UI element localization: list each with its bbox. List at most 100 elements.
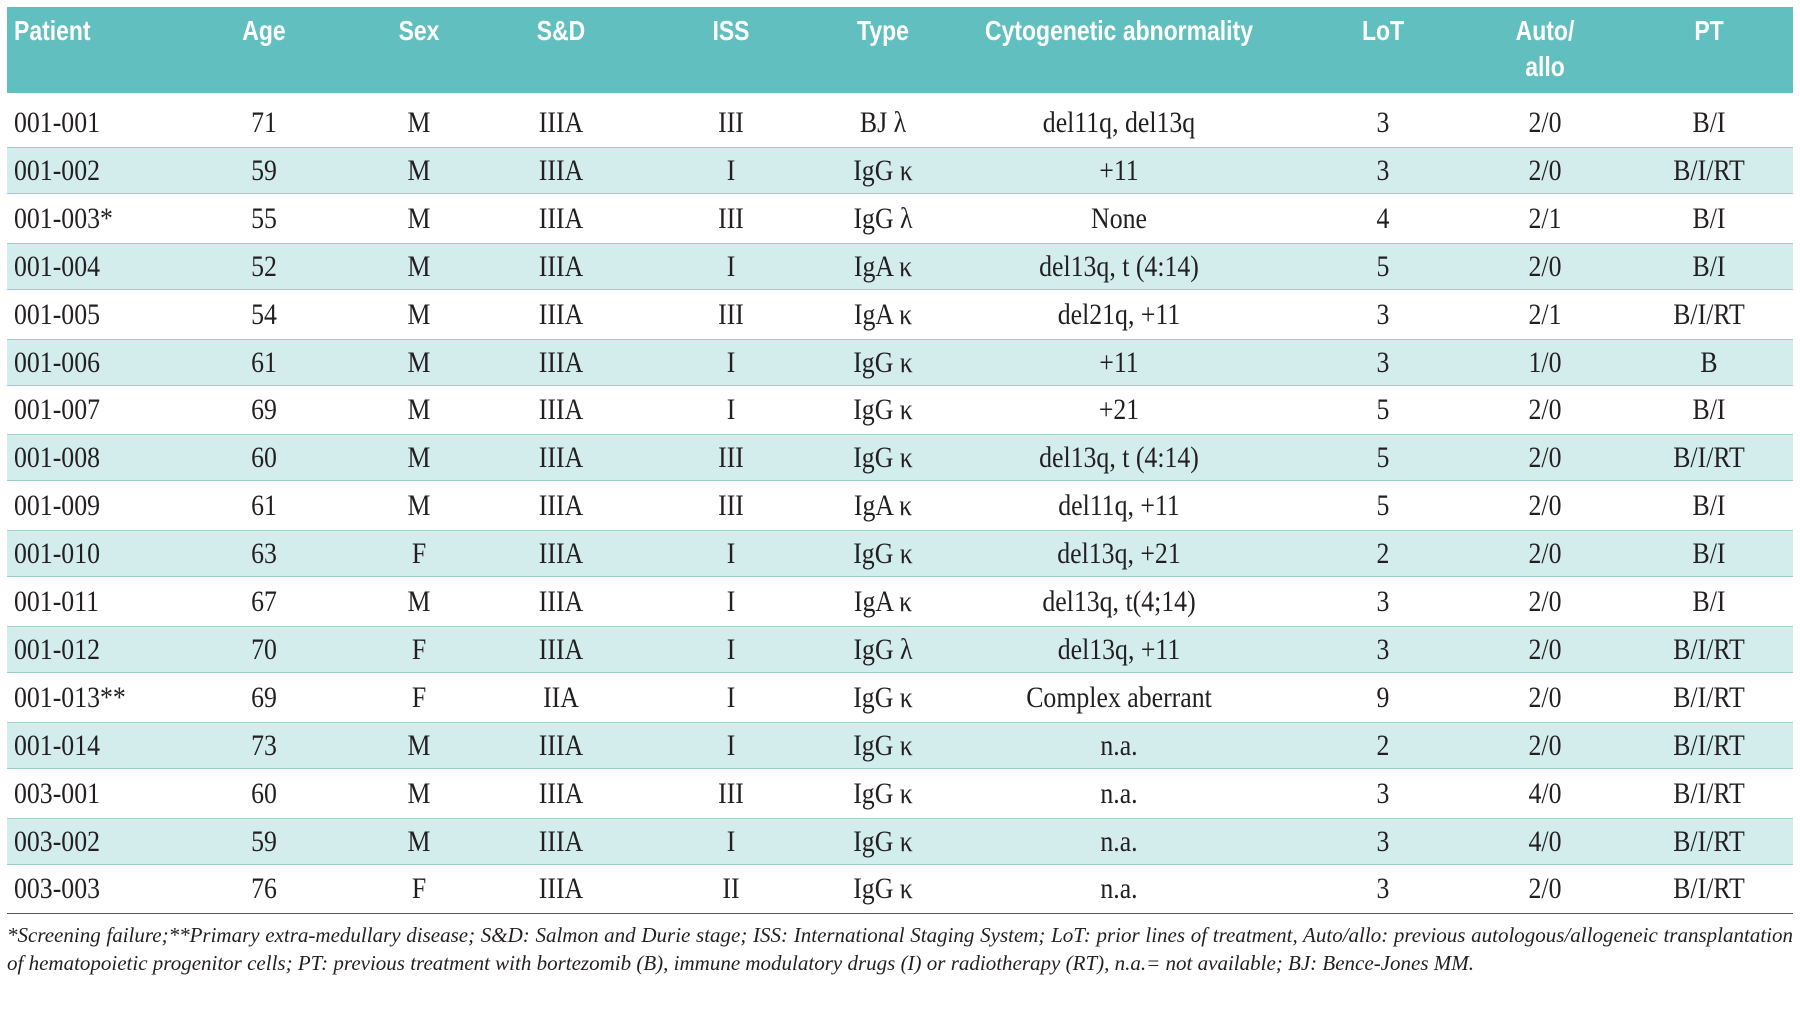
- table-cell: 4/0: [1528, 824, 1562, 858]
- table-cell: 3: [1376, 824, 1390, 858]
- table-cell: IIIA: [538, 201, 584, 235]
- table-row: 001-013** 69 F IIA I IgG κ Complex aberrant 9 2/…: [7, 674, 1793, 721]
- table-cell: 001-014: [14, 728, 100, 762]
- table-cell: 2/0: [1528, 537, 1562, 571]
- table-cell: del11q, del13q: [1042, 106, 1196, 139]
- table-cell: 71: [251, 106, 277, 139]
- table-cell: B/I/RT: [1673, 632, 1745, 666]
- table-cell: IIIA: [538, 441, 584, 475]
- table-cell: 5: [1376, 489, 1390, 523]
- table-row: 001-001 71 M IIIA III BJ λ del11q, del13q 3 2/0 B…: [7, 99, 1793, 146]
- table-cell: 69: [251, 680, 277, 714]
- table-cell: IgA κ: [853, 249, 913, 283]
- table-row: 001-004 52 M IIIA I IgA κ del13q, t (4:14) 5 2/0…: [7, 242, 1793, 290]
- table-cell: 59: [251, 824, 277, 858]
- table-cell: 001-010: [14, 537, 100, 571]
- table-row: 001-002 59 M IIIA I IgG κ +11 3 2/0 B/I/RT: [7, 146, 1793, 194]
- table-cell: IgG κ: [853, 537, 913, 571]
- header-cell: Cytogenetic abnormality: [985, 15, 1253, 46]
- table-cell: 001-003*: [14, 201, 113, 235]
- table-row: 001-006 61 M IIIA I IgG κ +11 3 1/0 B: [7, 338, 1793, 386]
- table-cell: B/I/RT: [1673, 297, 1745, 331]
- table-row: 001-008 60 M IIIA III IgG κ del13q, t (4:14) 5 2…: [7, 434, 1793, 482]
- table-cell: 9: [1376, 680, 1390, 714]
- table-cell: M: [407, 106, 431, 139]
- table-cell: IgG κ: [853, 872, 913, 906]
- table-cell: M: [407, 728, 431, 762]
- table-cell: 001-001: [14, 106, 100, 139]
- table-cell: 55: [251, 201, 277, 235]
- table-cell: I: [726, 153, 736, 187]
- table-cell: B/I: [1692, 537, 1726, 571]
- table-cell: n.a.: [1100, 824, 1138, 858]
- table-cell: M: [407, 585, 431, 618]
- table-cell: I: [726, 728, 736, 762]
- table-cell: 001-005: [14, 297, 100, 331]
- table-cell: B/I/RT: [1673, 680, 1745, 714]
- table-cell: I: [726, 537, 736, 571]
- header-cell: Age: [242, 15, 286, 46]
- table-cell: n.a.: [1100, 872, 1138, 906]
- table-cell: 60: [251, 441, 277, 475]
- table-cell: IIA: [543, 680, 579, 714]
- table-cell: IgA κ: [853, 585, 913, 618]
- header-cell: Auto/ allo: [1515, 15, 1575, 82]
- table-cell: III: [718, 297, 744, 331]
- table-cell: 61: [251, 345, 277, 379]
- table-cell: B/I: [1692, 106, 1726, 139]
- table-cell: B/I/RT: [1673, 824, 1745, 858]
- table-cell: del13q, t (4:14): [1039, 249, 1199, 283]
- table-cell: 2: [1376, 728, 1390, 762]
- table-cell: del11q, +11: [1058, 489, 1180, 523]
- table-cell: 3: [1376, 776, 1390, 810]
- table-cell: 2/0: [1528, 106, 1562, 139]
- table-cell: IIIA: [538, 153, 584, 187]
- table-cell: I: [726, 824, 736, 858]
- table-cell: IgG κ: [853, 680, 913, 714]
- table-cell: 73: [251, 728, 277, 762]
- table-cell: IgG λ: [853, 632, 913, 666]
- table-cell: M: [407, 297, 431, 331]
- table-cell: IIIA: [538, 824, 584, 858]
- header-cell: LoT: [1361, 15, 1405, 46]
- table-cell: F: [411, 537, 427, 571]
- table-cell: +11: [1099, 345, 1139, 379]
- table-cell: 70: [251, 632, 277, 666]
- table-cell: M: [407, 489, 431, 523]
- table-cell: 4/0: [1528, 776, 1562, 810]
- table-row: 001-010 63 F IIIA I IgG κ del13q, +21 2 2/0 B/I: [7, 530, 1793, 578]
- table-cell: 76: [251, 872, 277, 906]
- table-cell: IIIA: [538, 632, 584, 666]
- table-cell: 003-002: [14, 824, 100, 858]
- table-cell: 3: [1376, 632, 1390, 666]
- table-cell: 5: [1376, 441, 1390, 475]
- table-cell: B/I/RT: [1673, 441, 1745, 475]
- table-cell: IIIA: [538, 728, 584, 762]
- table-cell: IgG κ: [853, 728, 913, 762]
- table-cell: 61: [251, 489, 277, 523]
- table-cell: del13q, +21: [1057, 537, 1181, 571]
- table-cell: 5: [1376, 393, 1390, 427]
- table-cell: M: [407, 345, 431, 379]
- header-cell: Sex: [398, 15, 440, 46]
- table-row: 001-014 73 M IIIA I IgG κ n.a. 2 2/0 B/I/RT: [7, 721, 1793, 769]
- table-cell: 52: [251, 249, 277, 283]
- table-cell: IgG κ: [853, 153, 913, 187]
- table-cell: M: [407, 441, 431, 475]
- table-row: 001-011 67 M IIIA I IgA κ del13q, t(4;14) 3 2/0 B…: [7, 578, 1793, 625]
- table-cell: IIIA: [538, 249, 584, 283]
- table-cell: 67: [251, 585, 277, 618]
- table-cell: I: [726, 680, 736, 714]
- table-cell: B/I: [1692, 489, 1726, 523]
- table-cell: IIIA: [538, 872, 584, 906]
- table-cell: M: [407, 393, 431, 427]
- table-cell: M: [407, 153, 431, 187]
- table-cell: Complex aberrant: [1026, 680, 1212, 714]
- table-row: 001-009 61 M IIIA III IgA κ del11q, +11 5 2/0 B/I: [7, 482, 1793, 529]
- table-cell: III: [718, 201, 744, 235]
- table-cell: 2/0: [1528, 585, 1562, 618]
- table-cell: IgG κ: [853, 393, 913, 427]
- table-cell: B/I/RT: [1673, 776, 1745, 810]
- header-cell: Type: [857, 15, 909, 46]
- table-cell: 3: [1376, 106, 1390, 139]
